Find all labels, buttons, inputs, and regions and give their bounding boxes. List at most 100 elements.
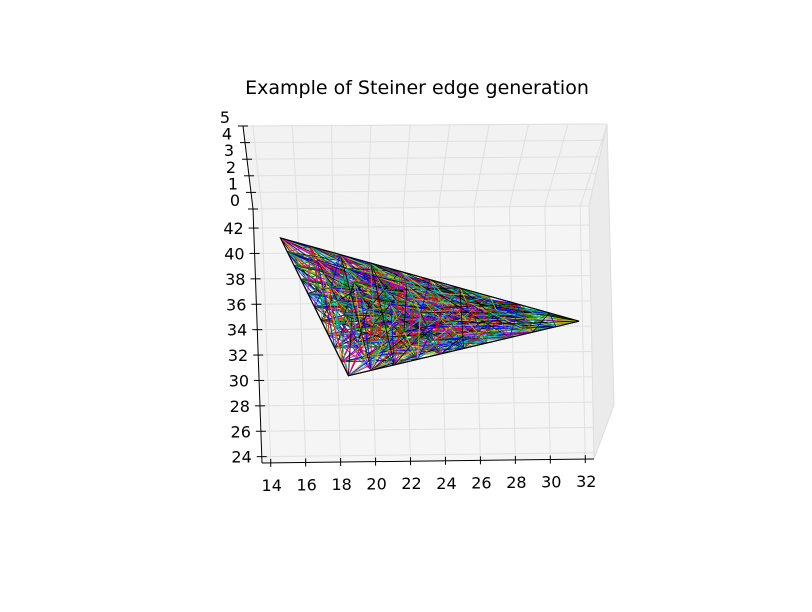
z-tick-label: 3 — [224, 141, 234, 160]
steiner-edges — [279, 237, 580, 377]
x-tick-label: 16 — [297, 475, 317, 494]
steiner-edge — [496, 309, 504, 324]
steiner-edge — [310, 246, 349, 376]
z-tick-label: 0 — [230, 191, 240, 210]
x-grid-line — [544, 206, 551, 460]
y-tick-label: 28 — [230, 397, 250, 416]
steiner-edge — [310, 246, 329, 335]
x-wall-grid-line — [579, 124, 608, 207]
steiner-edge — [472, 315, 481, 330]
x-wall-grid-line — [402, 124, 411, 208]
steiner-edge — [330, 287, 349, 376]
steiner-edge — [449, 301, 467, 322]
steiner-edge — [403, 285, 408, 332]
steiner-edge — [429, 279, 441, 354]
x-wall-grid-line — [367, 124, 372, 208]
steiner-edge — [360, 295, 372, 371]
steiner-edge — [532, 312, 550, 333]
y-tick-label: 24 — [231, 448, 251, 467]
z-grid-line — [252, 205, 590, 210]
steiner-edge — [525, 318, 534, 333]
steiner-edge — [489, 296, 497, 311]
steiner-edge — [459, 287, 464, 349]
steiner-edge — [519, 304, 557, 328]
x-wall-grid-line — [252, 124, 263, 209]
y-grid-line — [260, 426, 594, 432]
steiner-edge — [519, 304, 527, 319]
x-wall-grid-line — [331, 124, 334, 209]
steiner-edge — [390, 304, 395, 365]
steiner-edge — [387, 350, 395, 365]
steiner-edge — [509, 304, 520, 338]
x-wall-grid-line — [508, 124, 529, 207]
axis-ticks: 14 16 18 20 22 24 26 28 30 3224262830323436384042… — [220, 108, 597, 495]
steiner-edge — [369, 262, 375, 324]
x-grid-line — [508, 206, 516, 460]
steiner-edge — [417, 312, 421, 360]
x-tick-label: 26 — [471, 473, 491, 492]
steiner-edge — [364, 356, 372, 371]
x-axis-line — [261, 458, 595, 464]
z-grid-line — [244, 139, 604, 144]
x-tick-label: 22 — [401, 474, 421, 493]
steiner-edge — [287, 245, 311, 253]
steiner-edge — [548, 312, 557, 327]
axes-lines — [242, 125, 595, 464]
steiner-edge — [369, 262, 395, 365]
steiner-edge — [376, 276, 382, 338]
steiner-edge — [486, 296, 491, 344]
x-tick-label: 18 — [331, 475, 351, 494]
steiner-edge — [344, 282, 355, 316]
steiner-edge — [350, 328, 359, 343]
steiner-edge — [466, 295, 490, 303]
chart-title: Example of Steiner edge generation — [245, 77, 589, 99]
z-grid-line — [250, 189, 593, 193]
steiner-edge — [340, 254, 352, 329]
y-tick-label: 36 — [226, 295, 246, 314]
steiner-edge — [373, 323, 382, 338]
z-grid-line — [246, 156, 600, 160]
left-pane — [588, 123, 615, 460]
steiner-edge — [380, 337, 389, 352]
z-tick-label: 4 — [222, 125, 232, 144]
x-wall-grid-line — [291, 124, 298, 209]
steiner-edge — [420, 312, 428, 327]
steiner-edge — [443, 307, 451, 322]
steiner-edge — [426, 293, 438, 327]
x-tick-label: 14 — [262, 476, 282, 495]
steiner-edge — [377, 270, 401, 278]
steiner-edge — [433, 307, 444, 341]
z-tick-label: 5 — [220, 108, 230, 127]
steiner-edge — [396, 271, 401, 319]
y-tick-label: 34 — [227, 321, 247, 340]
steiner-edge — [357, 342, 366, 357]
steiner-edge — [307, 246, 311, 294]
steiner-edge — [340, 254, 372, 371]
y-axis-line — [252, 208, 263, 464]
z-tick-label: 1 — [228, 174, 238, 193]
steiner-edge — [449, 320, 487, 344]
steiner-edge — [323, 273, 343, 362]
x-wall-grid-line — [438, 124, 451, 208]
steiner-edge — [502, 323, 511, 338]
steiner-edge — [433, 339, 441, 355]
side-wall-pane — [588, 123, 615, 460]
steiner-edge — [456, 334, 464, 349]
steiner-edge — [410, 345, 418, 360]
steiner-edge — [346, 268, 359, 343]
x-grid-line — [261, 208, 272, 463]
z-grid-line — [248, 172, 597, 177]
steiner-edge — [330, 254, 341, 288]
z-tick-label: 2 — [226, 158, 236, 177]
x-tick-label: 24 — [436, 474, 456, 493]
x-tick-label: 28 — [506, 473, 526, 492]
x-grid-line — [296, 208, 307, 463]
steiner-edge — [321, 273, 325, 321]
x-wall-grid-line — [544, 124, 569, 207]
z-grid-line — [242, 123, 608, 127]
triangle-outline — [279, 237, 580, 377]
steiner-edge — [410, 298, 415, 346]
y-tick-label: 26 — [231, 422, 251, 441]
